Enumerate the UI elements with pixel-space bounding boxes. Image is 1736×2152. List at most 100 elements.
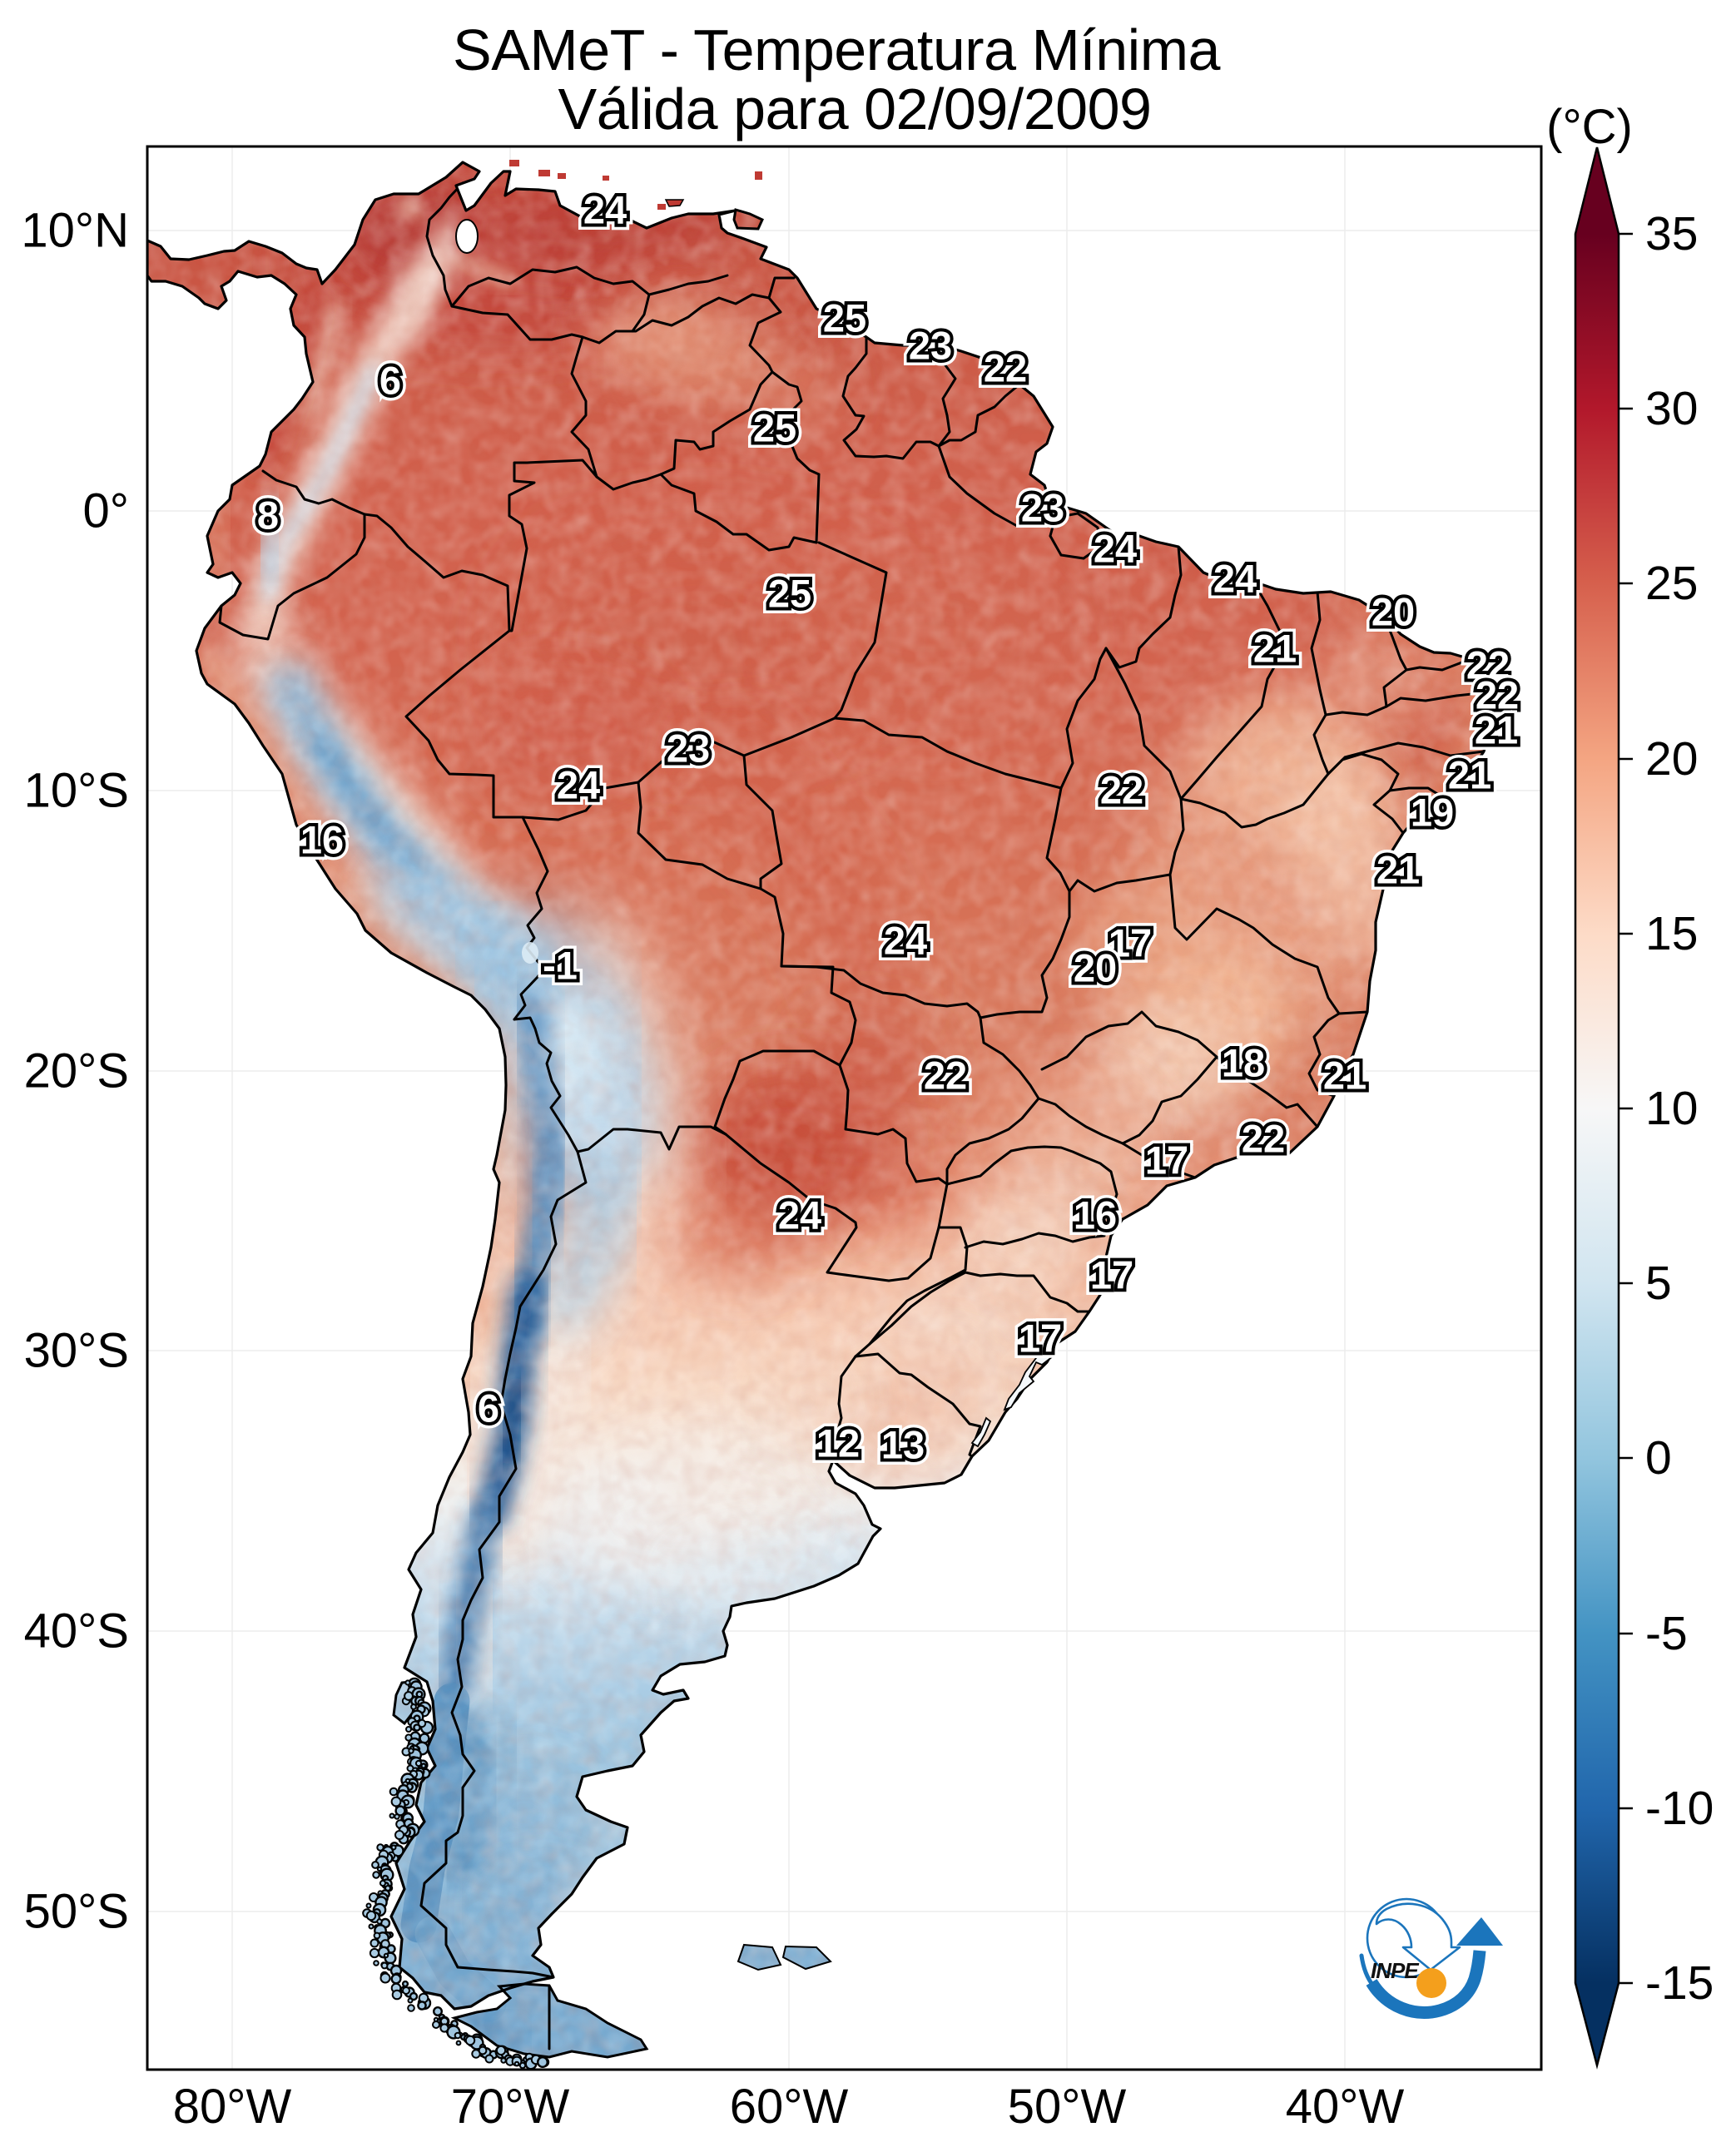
svg-text:16: 16	[1074, 1193, 1117, 1237]
svg-text:22: 22	[1476, 673, 1519, 717]
svg-text:20: 20	[1371, 590, 1415, 634]
svg-text:21: 21	[1475, 708, 1518, 752]
svg-text:24: 24	[778, 1193, 821, 1237]
svg-text:17: 17	[1109, 921, 1152, 965]
svg-text:25: 25	[768, 572, 811, 616]
svg-text:(°C): (°C)	[1546, 100, 1633, 154]
svg-text:6: 6	[379, 359, 401, 403]
svg-text:15: 15	[1645, 907, 1698, 960]
svg-text:24: 24	[778, 1193, 821, 1237]
svg-text:-15: -15	[1645, 1956, 1714, 2010]
svg-text:40°S: 40°S	[24, 1604, 129, 1659]
svg-text:19: 19	[1411, 791, 1454, 835]
svg-text:20: 20	[1074, 946, 1117, 990]
svg-text:13: 13	[881, 1423, 925, 1467]
svg-text:22: 22	[924, 1054, 967, 1098]
svg-text:21: 21	[1323, 1054, 1366, 1098]
svg-text:21: 21	[1448, 753, 1491, 797]
svg-text:18: 18	[1222, 1041, 1265, 1085]
svg-text:10°N: 10°N	[21, 204, 129, 258]
svg-text:17: 17	[1090, 1253, 1133, 1297]
svg-text:21: 21	[1323, 1054, 1366, 1098]
svg-text:24: 24	[1213, 557, 1257, 601]
svg-text:INPE: INPE	[1371, 1958, 1419, 1983]
svg-text:23: 23	[909, 324, 952, 368]
svg-text:22: 22	[984, 346, 1027, 390]
svg-text:24: 24	[884, 919, 927, 963]
svg-text:22: 22	[984, 346, 1027, 390]
svg-text:10: 10	[1645, 1082, 1698, 1135]
svg-text:17: 17	[1090, 1253, 1133, 1297]
svg-text:-1: -1	[543, 944, 578, 988]
svg-text:21: 21	[1376, 848, 1420, 892]
svg-text:22: 22	[1100, 768, 1143, 812]
svg-text:50°S: 50°S	[24, 1885, 129, 1939]
svg-text:20: 20	[1371, 590, 1415, 634]
svg-text:21: 21	[1475, 708, 1518, 752]
svg-text:6: 6	[478, 1386, 499, 1431]
svg-text:21: 21	[1448, 753, 1491, 797]
svg-text:25: 25	[823, 296, 866, 340]
svg-text:17: 17	[1019, 1316, 1062, 1361]
svg-text:21: 21	[1253, 627, 1297, 671]
svg-text:8: 8	[257, 493, 279, 538]
svg-text:22: 22	[1100, 768, 1143, 812]
svg-text:17: 17	[1145, 1138, 1188, 1183]
svg-text:12: 12	[816, 1421, 860, 1465]
svg-text:24: 24	[557, 763, 600, 807]
svg-text:50°W: 50°W	[1008, 2080, 1127, 2134]
svg-text:Válida para 02/09/2009: Válida para 02/09/2009	[558, 77, 1152, 141]
svg-text:18: 18	[1222, 1041, 1265, 1085]
svg-text:25: 25	[753, 406, 796, 450]
svg-text:-5: -5	[1645, 1607, 1688, 1660]
svg-text:21: 21	[1253, 627, 1297, 671]
svg-text:70°W: 70°W	[451, 2080, 570, 2134]
svg-text:22: 22	[1466, 643, 1510, 687]
svg-text:35: 35	[1645, 207, 1698, 260]
svg-text:17: 17	[1145, 1138, 1188, 1183]
svg-text:24: 24	[1094, 527, 1137, 571]
svg-text:22: 22	[1242, 1117, 1285, 1161]
svg-text:25: 25	[1645, 557, 1698, 610]
svg-text:25: 25	[768, 572, 811, 616]
svg-text:17: 17	[1019, 1316, 1062, 1361]
svg-text:40°W: 40°W	[1286, 2080, 1405, 2134]
svg-text:80°W: 80°W	[173, 2080, 292, 2134]
svg-text:23: 23	[1021, 486, 1064, 530]
svg-text:16: 16	[1074, 1193, 1117, 1237]
svg-text:20: 20	[1645, 732, 1698, 786]
svg-text:0°: 0°	[83, 484, 129, 538]
svg-text:20°S: 20°S	[24, 1044, 129, 1098]
svg-text:19: 19	[1411, 791, 1454, 835]
svg-text:25: 25	[753, 406, 796, 450]
svg-text:24: 24	[1094, 527, 1137, 571]
svg-text:16: 16	[300, 818, 344, 862]
svg-text:22: 22	[1242, 1117, 1285, 1161]
svg-text:SAMeT - Temperatura Mínima: SAMeT - Temperatura Mínima	[453, 17, 1221, 82]
svg-text:30: 30	[1645, 382, 1698, 435]
svg-text:-1: -1	[543, 944, 578, 988]
svg-text:13: 13	[881, 1423, 925, 1467]
svg-text:24: 24	[884, 919, 927, 963]
svg-text:10°S: 10°S	[24, 764, 129, 818]
svg-text:22: 22	[1476, 673, 1519, 717]
svg-text:60°W: 60°W	[730, 2080, 849, 2134]
svg-text:25: 25	[823, 296, 866, 340]
svg-text:0: 0	[1645, 1431, 1672, 1485]
svg-text:23: 23	[909, 324, 952, 368]
svg-text:23: 23	[667, 726, 710, 771]
svg-text:22: 22	[1466, 643, 1510, 687]
svg-text:30°S: 30°S	[24, 1324, 129, 1378]
svg-text:17: 17	[1109, 921, 1152, 965]
svg-text:-10: -10	[1645, 1782, 1714, 1835]
svg-text:20: 20	[1074, 946, 1117, 990]
svg-text:5: 5	[1645, 1257, 1672, 1310]
svg-text:24: 24	[583, 188, 627, 232]
svg-text:22: 22	[924, 1054, 967, 1098]
svg-text:12: 12	[816, 1421, 860, 1465]
svg-text:16: 16	[300, 818, 344, 862]
svg-text:21: 21	[1376, 848, 1420, 892]
svg-text:23: 23	[1021, 486, 1064, 530]
svg-text:24: 24	[557, 763, 600, 807]
svg-text:24: 24	[583, 188, 627, 232]
